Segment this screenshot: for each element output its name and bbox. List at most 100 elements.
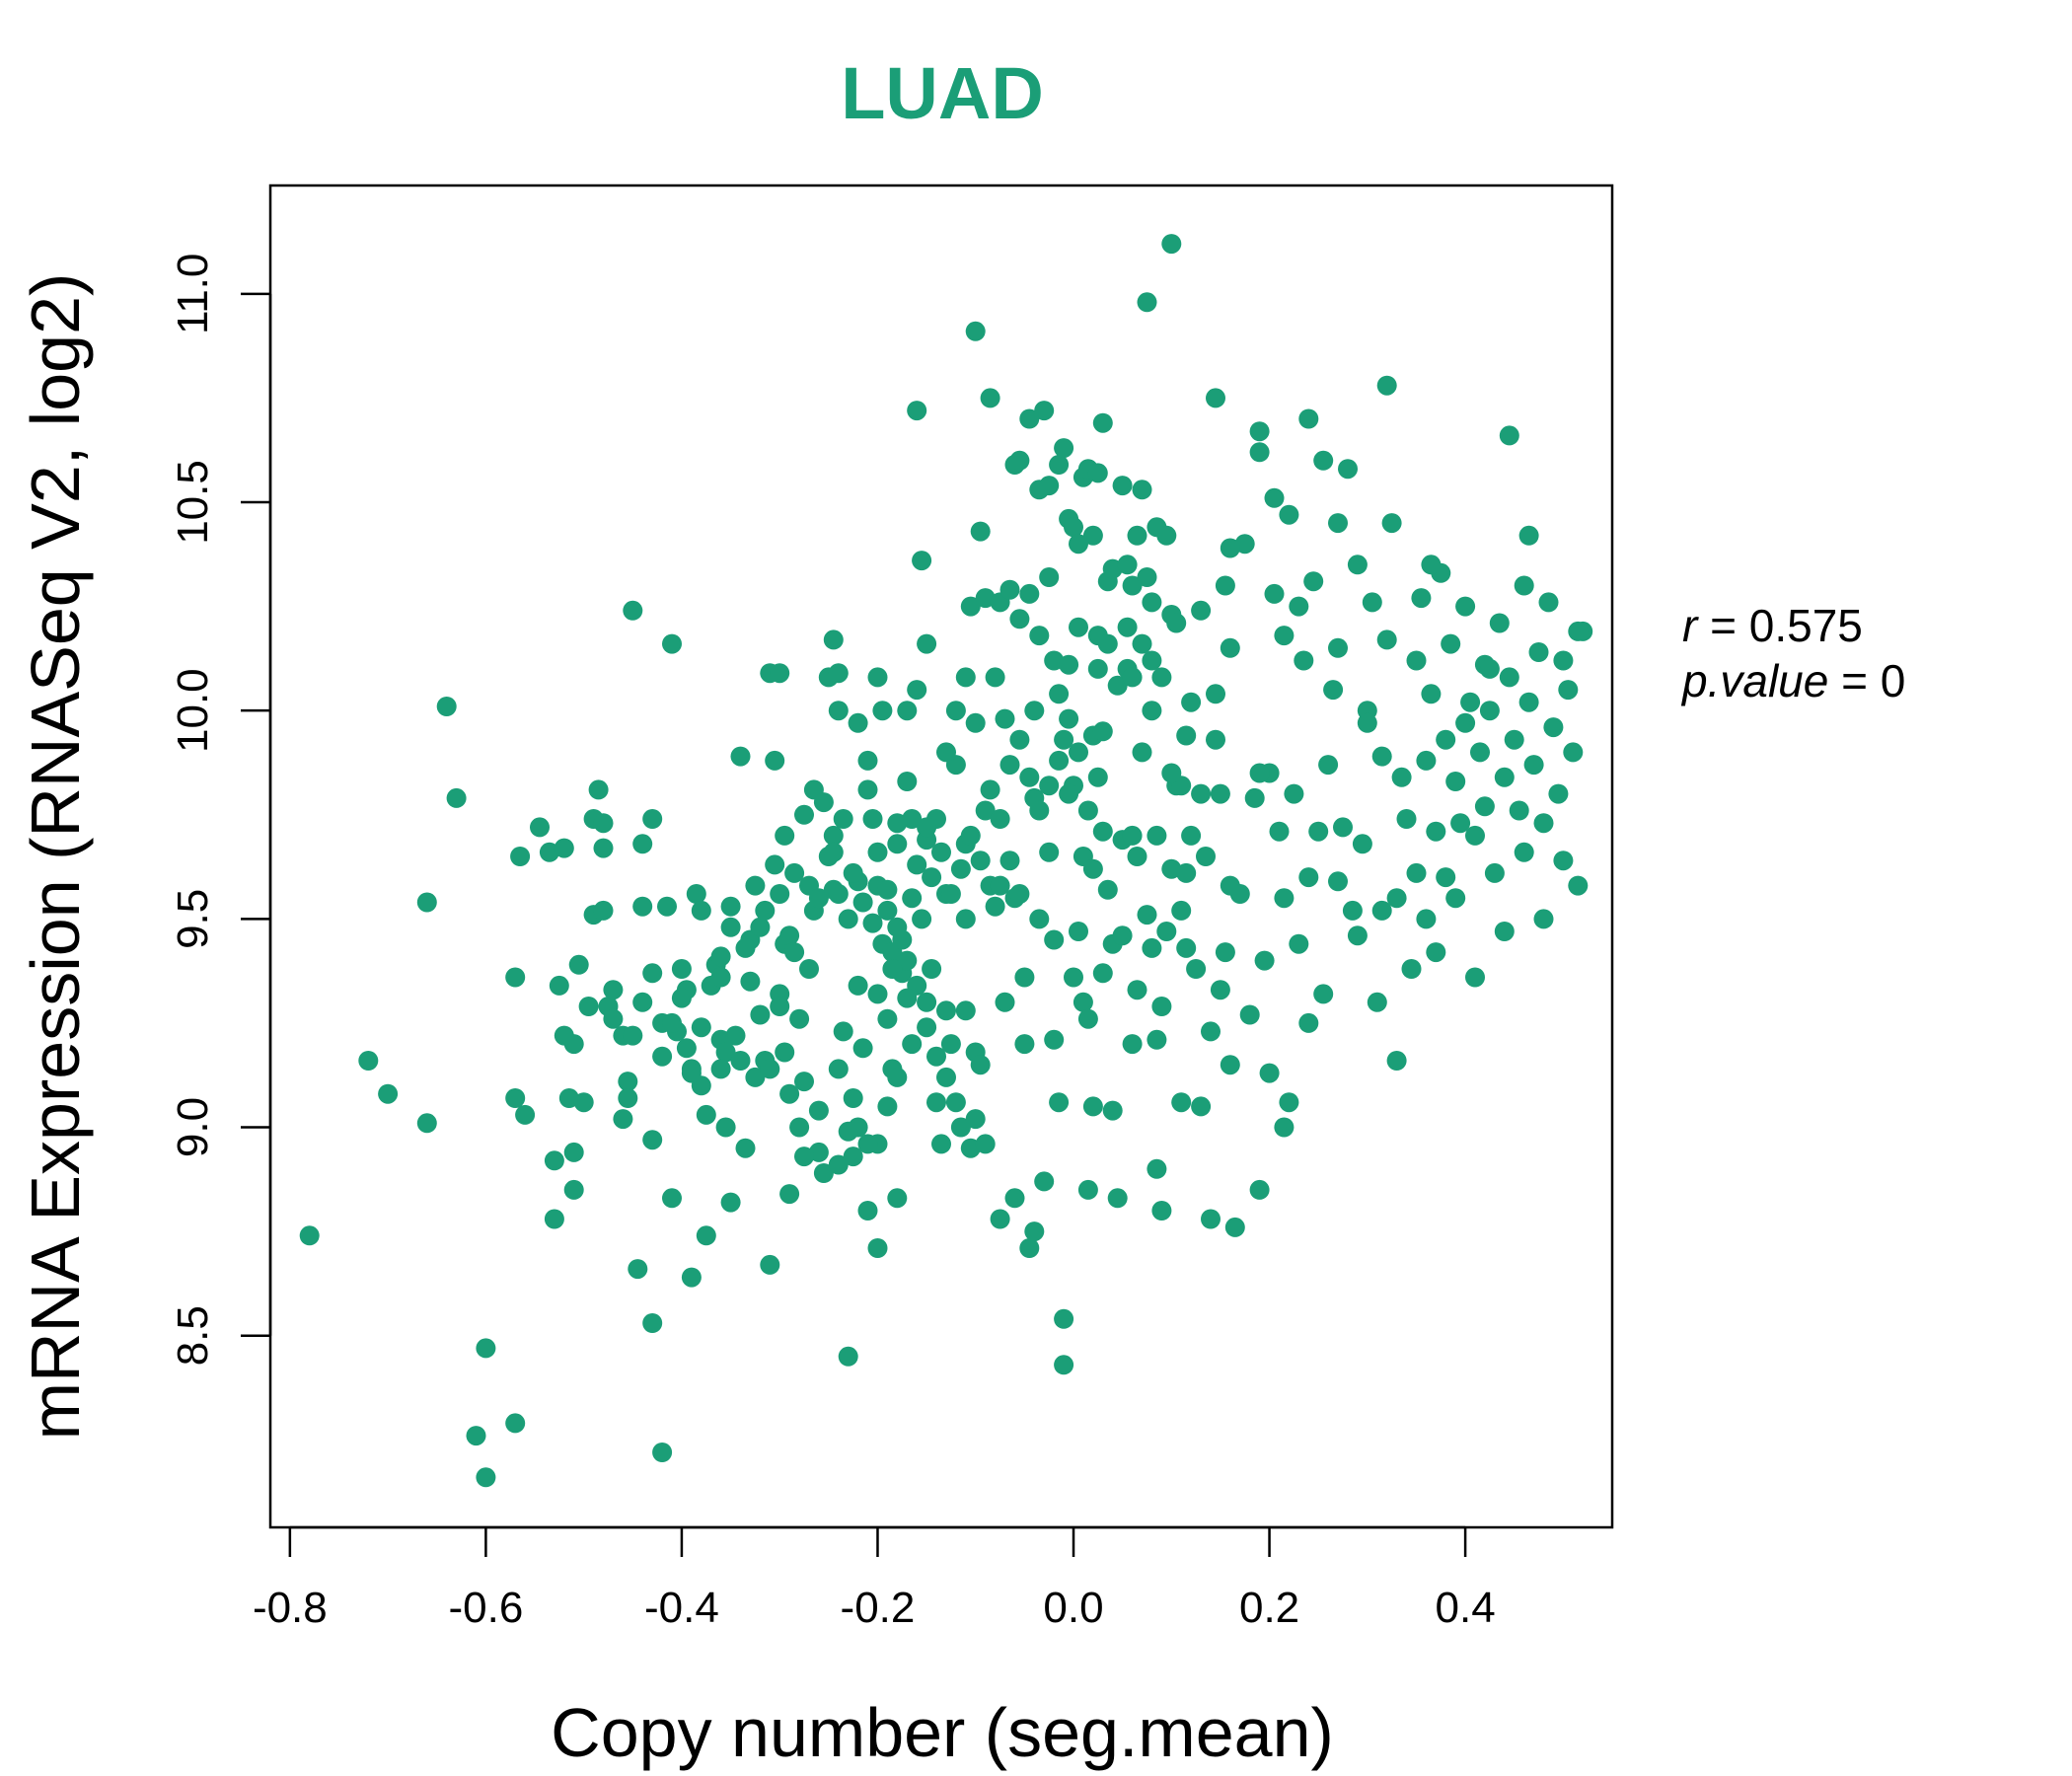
data-point <box>1533 909 1554 929</box>
data-point <box>1357 712 1377 733</box>
data-point <box>1249 442 1270 463</box>
data-point <box>1044 1029 1065 1050</box>
data-point <box>1082 525 1103 546</box>
data-point <box>936 1067 956 1087</box>
data-point <box>1206 729 1225 750</box>
data-point <box>1127 525 1147 546</box>
data-point <box>1568 875 1589 896</box>
data-point <box>1421 555 1442 575</box>
data-point <box>779 1083 800 1104</box>
data-point <box>1244 787 1265 808</box>
data-point <box>902 888 923 909</box>
stats-annotation: r = 0.575 p.value = 0 <box>1680 600 1905 706</box>
data-point <box>750 1004 771 1025</box>
data-point <box>862 913 883 933</box>
data-point <box>1563 742 1584 763</box>
data-point <box>1049 750 1070 771</box>
data-point <box>1264 487 1285 508</box>
data-point <box>1122 575 1143 596</box>
data-point <box>1523 755 1544 776</box>
data-point <box>1543 717 1564 738</box>
data-point <box>765 854 785 875</box>
data-point <box>1201 1209 1221 1229</box>
data-point <box>1087 463 1108 483</box>
data-point <box>970 851 991 871</box>
data-point <box>1176 862 1197 883</box>
data-point <box>1069 534 1088 555</box>
data-point <box>1303 571 1324 592</box>
data-point <box>833 809 853 829</box>
y-tick-label: 10.0 <box>169 668 217 753</box>
data-point <box>995 708 1015 729</box>
data-point <box>1362 592 1382 613</box>
data-point <box>1274 626 1295 646</box>
data-point <box>1284 783 1304 804</box>
data-point <box>877 1008 898 1029</box>
data-point <box>1298 867 1319 888</box>
data-point <box>940 1034 961 1055</box>
data-point <box>1264 583 1285 604</box>
data-point <box>1445 888 1466 909</box>
data-point <box>1019 1238 1040 1258</box>
data-point <box>936 1000 956 1021</box>
data-point <box>696 1104 716 1125</box>
data-point <box>877 1096 898 1117</box>
data-point <box>950 858 971 879</box>
data-point <box>642 1130 663 1150</box>
data-point <box>1279 1092 1299 1113</box>
data-point <box>1533 813 1554 834</box>
data-point <box>1137 905 1157 925</box>
data-point <box>1381 513 1402 534</box>
data-point <box>544 1209 564 1229</box>
data-point <box>995 992 1015 1012</box>
data-point <box>1112 925 1133 946</box>
data-point <box>1518 525 1539 546</box>
data-point <box>917 1017 937 1038</box>
data-point <box>1059 708 1079 729</box>
data-point <box>990 875 1010 896</box>
data-point <box>877 900 898 921</box>
data-point <box>1528 642 1549 662</box>
data-point <box>1087 658 1108 679</box>
data-point <box>1049 1092 1070 1113</box>
r-value: 0.575 <box>1749 600 1863 651</box>
data-point <box>730 1051 751 1071</box>
data-point <box>1039 776 1060 796</box>
data-point <box>808 888 829 909</box>
data-point <box>784 942 805 963</box>
data-point <box>1092 821 1113 842</box>
data-point <box>1465 967 1485 988</box>
data-point <box>358 1051 379 1071</box>
data-point <box>1039 567 1060 587</box>
data-point <box>681 1063 702 1083</box>
data-point <box>505 967 526 988</box>
data-point <box>1024 701 1045 721</box>
data-point <box>965 712 986 733</box>
data-point <box>1097 879 1118 900</box>
data-point <box>1313 450 1334 471</box>
data-point <box>867 667 888 688</box>
data-point <box>1249 763 1270 783</box>
data-point <box>1191 1096 1212 1117</box>
data-point <box>1009 609 1030 629</box>
data-point <box>1239 1004 1260 1025</box>
chart-title: LUAD <box>841 52 1044 134</box>
data-point <box>628 1259 648 1280</box>
data-point <box>549 975 569 996</box>
data-point <box>1436 867 1456 888</box>
data-point <box>505 1088 526 1108</box>
data-point <box>1069 742 1088 763</box>
data-point <box>1029 626 1050 646</box>
data-point <box>715 1042 736 1063</box>
data-point <box>1514 842 1534 862</box>
data-point <box>1039 842 1060 862</box>
data-point <box>1289 933 1309 954</box>
data-point <box>1450 813 1471 834</box>
data-point <box>1499 425 1519 446</box>
data-point <box>1029 800 1050 821</box>
data-point <box>1220 637 1240 658</box>
data-point <box>642 1313 663 1333</box>
data-point <box>912 909 932 929</box>
data-point <box>1376 375 1397 396</box>
